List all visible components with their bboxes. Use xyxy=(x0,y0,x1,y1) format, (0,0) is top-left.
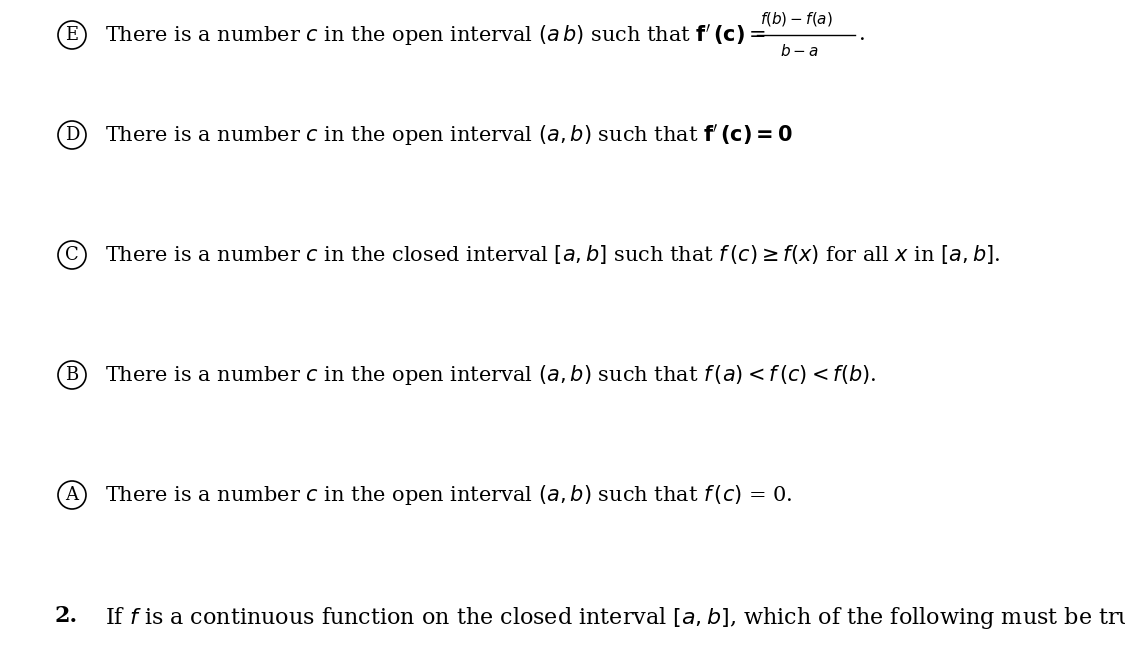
Text: There is a number $c$ in the closed interval $[a, b]$ such that $f\,(c)\geq f(x): There is a number $c$ in the closed inte… xyxy=(105,244,1000,267)
Text: .: . xyxy=(860,26,866,45)
Text: If $\it{f}$ is a continuous function on the closed interval $[a, b]$, which of t: If $\it{f}$ is a continuous function on … xyxy=(105,605,1125,631)
Text: E: E xyxy=(65,26,79,44)
Text: There is a number $c$ in the open interval $(a, b)$ such that $f\,(a)<f\,(c)<f(b: There is a number $c$ in the open interv… xyxy=(105,363,876,387)
Text: There is a number $c$ in the open interval $(a\,b)$ such that $\mathbf{f'\,(c)} : There is a number $c$ in the open interv… xyxy=(105,22,766,48)
Text: There is a number $c$ in the open interval $(a, b)$ such that $f\,(c)$ = 0.: There is a number $c$ in the open interv… xyxy=(105,483,792,507)
Text: B: B xyxy=(65,366,79,384)
Text: D: D xyxy=(65,126,79,144)
Text: A: A xyxy=(65,486,79,504)
Text: $b-a$: $b-a$ xyxy=(780,43,819,59)
Text: C: C xyxy=(65,246,79,264)
Text: There is a number $c$ in the open interval $(a, b)$ such that $\mathbf{f'\,(c) =: There is a number $c$ in the open interv… xyxy=(105,122,793,148)
Text: 2.: 2. xyxy=(55,605,78,627)
Text: $f(b)-f(a)$: $f(b)-f(a)$ xyxy=(760,10,832,28)
